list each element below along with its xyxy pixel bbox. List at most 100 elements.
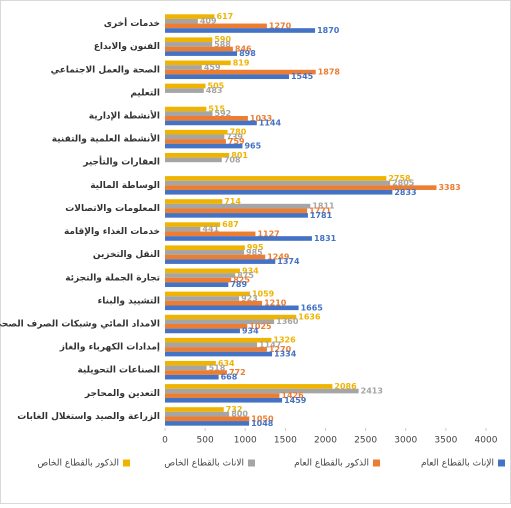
bar — [165, 180, 391, 186]
bar — [165, 273, 236, 278]
category-label: إمدادات الكهرباء والغاز — [59, 343, 160, 353]
bar — [165, 83, 206, 89]
bar — [165, 411, 230, 417]
bar — [165, 199, 223, 204]
value-label: 1210 — [264, 299, 287, 308]
legend-label: الذكور بالقطاع الخاص — [37, 459, 119, 469]
value-label: 708 — [224, 155, 241, 164]
bar — [165, 129, 228, 135]
x-tick-label: 1500 — [274, 436, 297, 446]
bar — [165, 388, 359, 394]
category-label: تجارة الجملة والتجزئة — [65, 273, 160, 283]
bar — [165, 319, 275, 324]
bar — [165, 342, 258, 348]
value-label: 772 — [229, 368, 246, 377]
bar — [165, 106, 207, 112]
bar — [165, 347, 267, 352]
category-label: التشييد والبناء — [98, 296, 160, 306]
value-label: 687 — [222, 220, 239, 229]
value-label: 617 — [217, 12, 234, 21]
value-label: 441 — [202, 225, 219, 234]
bar — [165, 236, 312, 241]
legend-swatch — [498, 459, 505, 467]
value-label: 759 — [228, 137, 245, 146]
value-label: 934 — [242, 266, 259, 275]
bar — [165, 314, 297, 320]
category-label: التعليم — [130, 88, 160, 98]
value-label: 588 — [214, 40, 231, 49]
value-label: 515 — [208, 105, 225, 114]
x-tick-label: 3500 — [434, 436, 457, 446]
value-label: 668 — [221, 373, 238, 382]
legend-label: الاناث بالقطاع الخاص — [164, 459, 244, 469]
bar — [165, 245, 245, 251]
value-label: 1127 — [257, 229, 279, 238]
bar — [165, 74, 289, 80]
bar — [165, 116, 248, 121]
value-label: 1878 — [318, 68, 341, 77]
bar — [165, 134, 225, 140]
category-label: التعدين والمحاجر — [84, 389, 160, 399]
x-tick-label: 3000 — [394, 436, 417, 446]
bar — [165, 351, 273, 357]
bar — [165, 393, 280, 398]
value-label: 801 — [231, 151, 248, 160]
bar — [165, 397, 283, 403]
value-label: 3383 — [438, 183, 460, 192]
value-label: 846 — [235, 44, 252, 53]
value-label: 1771 — [309, 206, 332, 215]
value-label: 1050 — [251, 414, 274, 423]
bar — [165, 208, 308, 214]
value-label: 634 — [218, 359, 235, 368]
x-tick-label: 2500 — [354, 436, 377, 446]
bar — [165, 416, 250, 422]
value-label: 409 — [200, 17, 217, 26]
value-label: 1147 — [259, 340, 281, 349]
bar — [165, 337, 272, 343]
bar — [165, 365, 207, 371]
value-label: 1059 — [252, 289, 275, 298]
value-label: 1033 — [250, 114, 272, 123]
bar — [165, 282, 229, 288]
category-label: الفنون والابداع — [94, 42, 160, 52]
bar — [165, 250, 245, 255]
value-label: 819 — [233, 58, 250, 67]
value-label: 732 — [226, 405, 243, 414]
bar — [165, 268, 240, 274]
bar — [165, 305, 299, 311]
bar — [165, 51, 238, 56]
bar — [165, 176, 387, 181]
bar — [165, 421, 250, 426]
value-label: 985 — [246, 248, 263, 257]
bar — [165, 324, 248, 329]
value-label: 1545 — [291, 72, 314, 81]
bar — [165, 69, 316, 75]
legend-swatch — [123, 459, 130, 467]
category-label: المعلومات والاتصالات — [65, 204, 160, 214]
bar — [165, 360, 216, 366]
bar — [165, 157, 222, 163]
value-label: 1636 — [298, 313, 321, 322]
bar — [165, 46, 233, 52]
value-label: 1459 — [284, 396, 307, 405]
bar — [165, 254, 266, 260]
x-tick-label: 500 — [197, 436, 214, 446]
x-tick-label: 1000 — [234, 436, 257, 446]
bar — [165, 384, 333, 389]
bar — [165, 328, 240, 334]
bar — [165, 300, 263, 306]
value-label: 789 — [230, 280, 247, 289]
value-label: 923 — [241, 294, 258, 303]
value-label: 2413 — [361, 387, 383, 396]
bar — [165, 143, 243, 149]
category-label: الزراعة والصيد واستغلال الغابات — [17, 412, 160, 422]
bar — [165, 374, 219, 380]
value-label: 934 — [242, 326, 259, 335]
value-label: 1426 — [281, 391, 304, 400]
value-label: 898 — [239, 49, 256, 58]
value-label: 1144 — [259, 118, 282, 127]
value-label: 1831 — [314, 234, 337, 243]
bar — [165, 139, 226, 144]
value-label: 1334 — [274, 350, 297, 359]
